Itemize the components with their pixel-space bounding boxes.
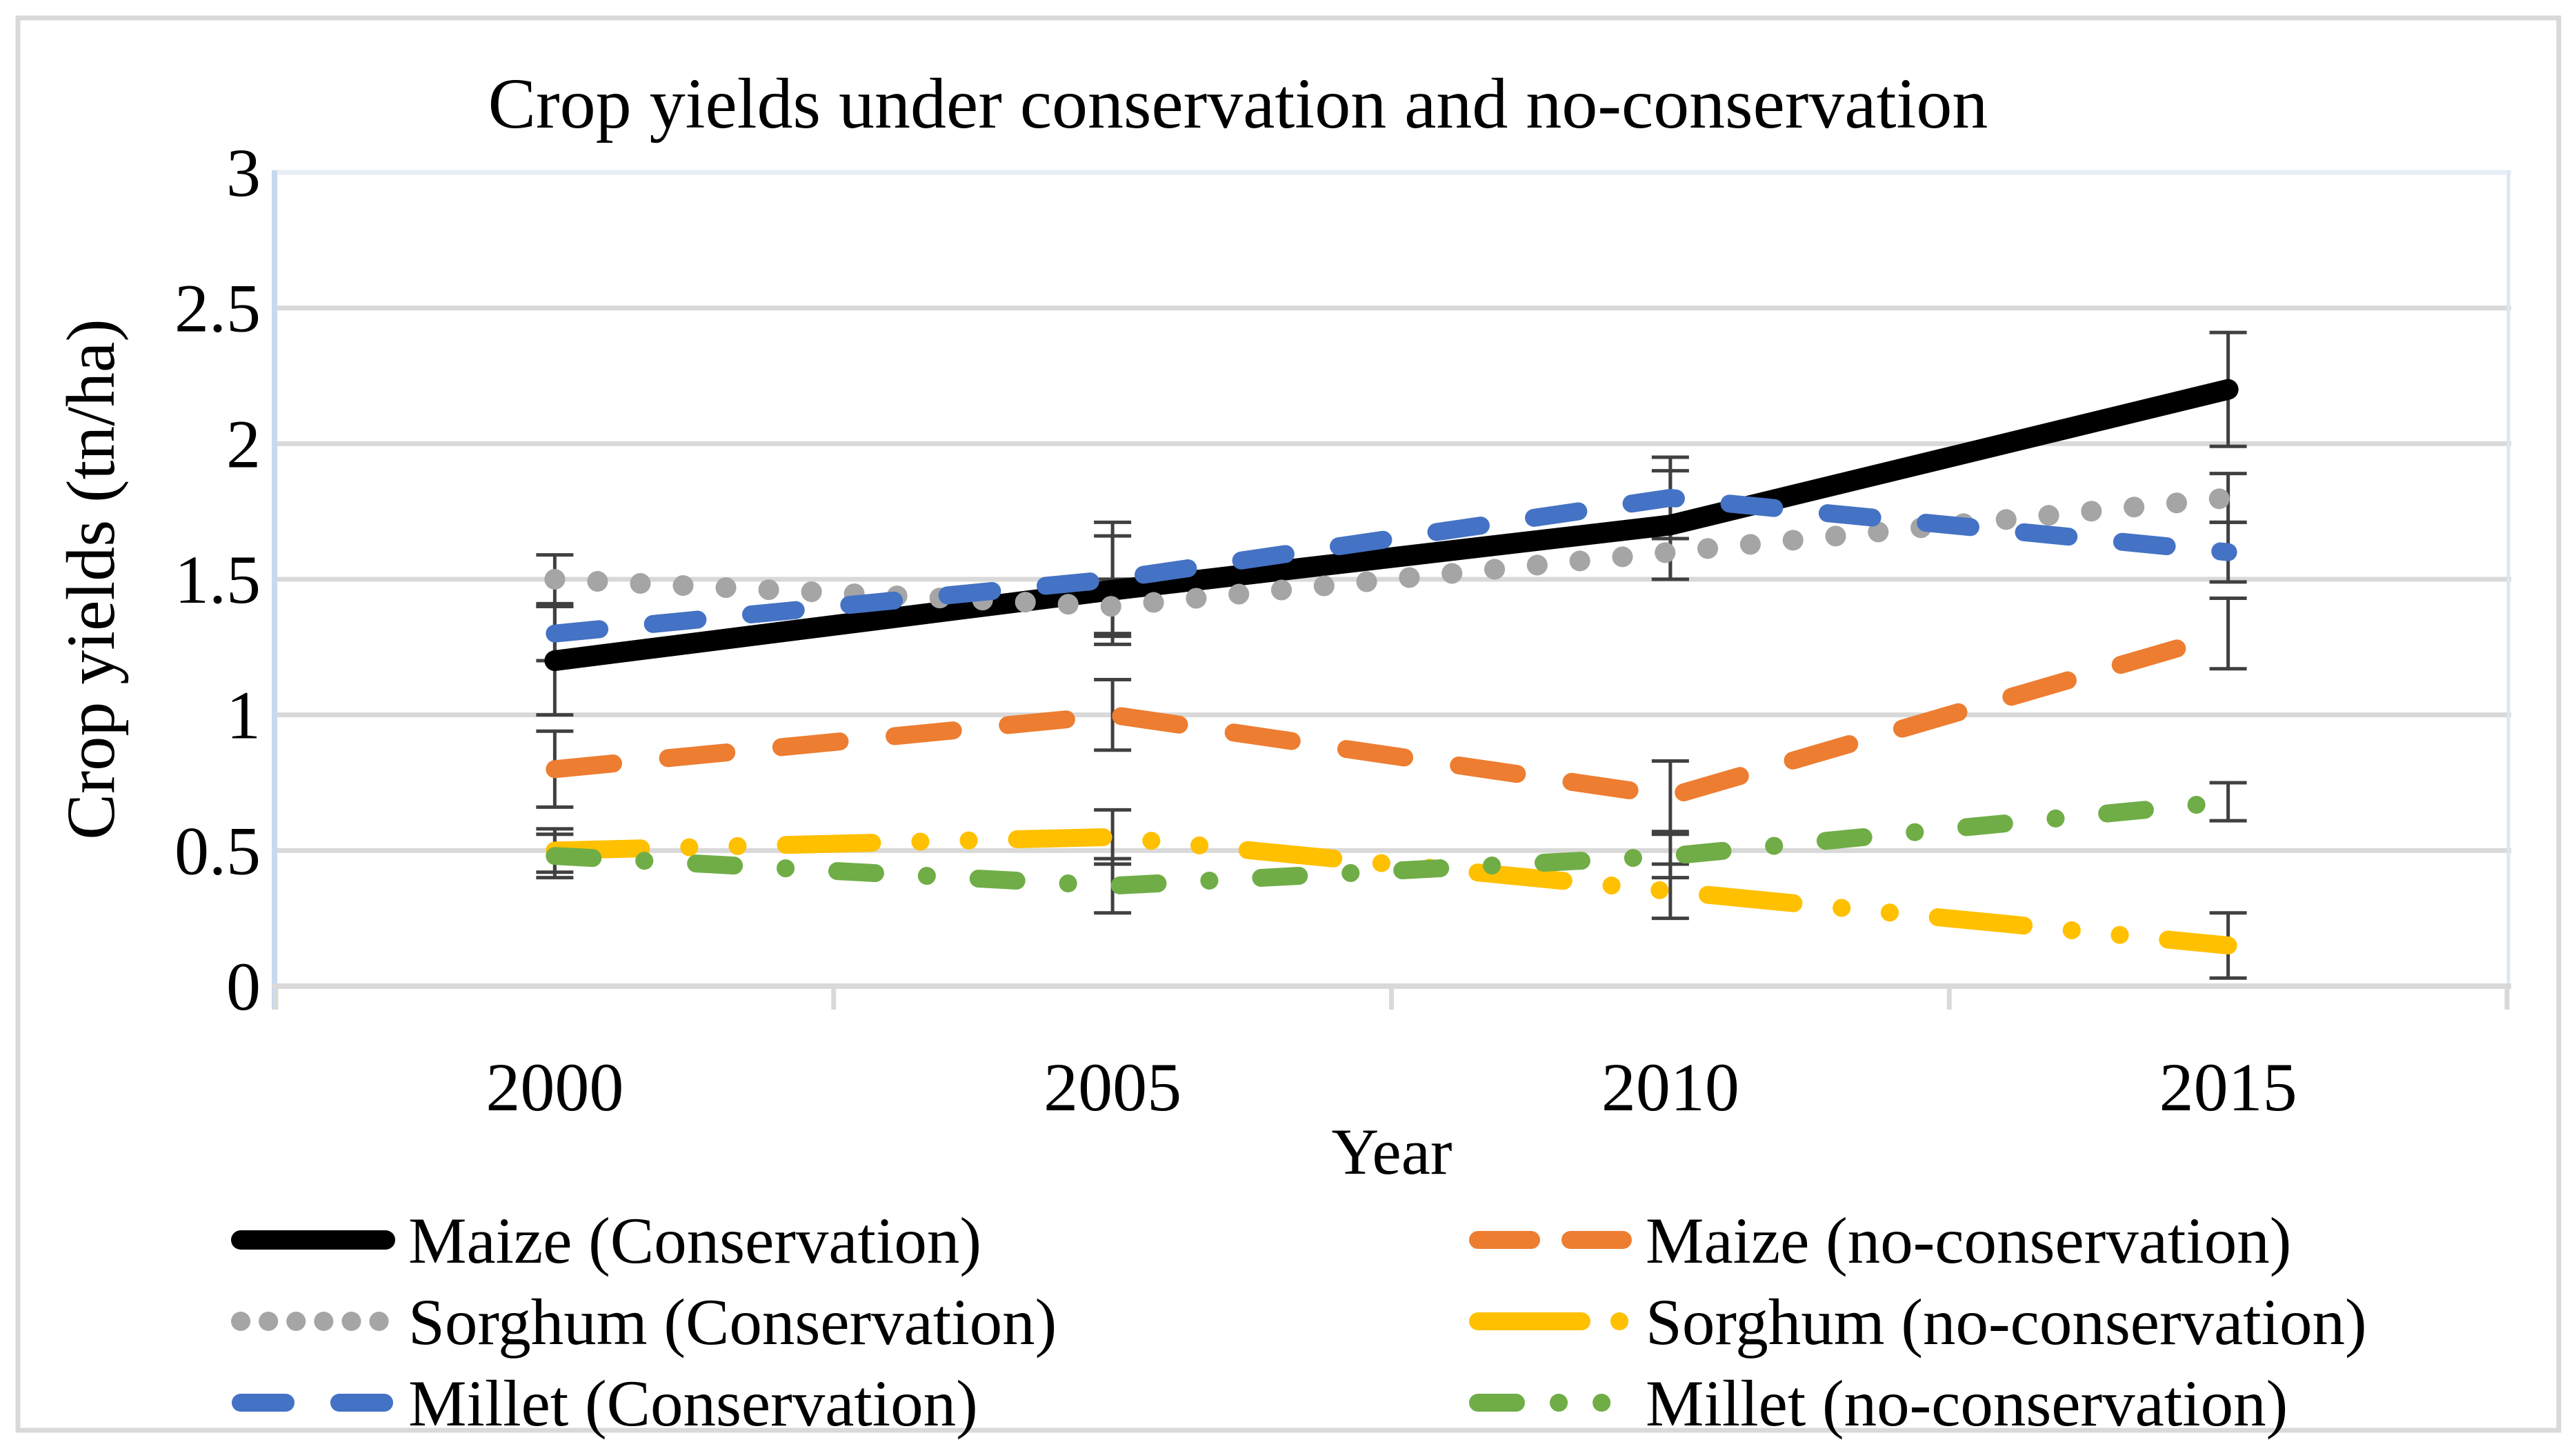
legend: Maize (Conservation) Sorghum (Conservatio…: [231, 1204, 2367, 1440]
legend-label: Millet (no-conservation): [1646, 1367, 2288, 1440]
legend-item: Millet (no-conservation): [1469, 1367, 2288, 1440]
series-line-millet-no-conservation-: [546, 792, 2237, 895]
error-bar: [1651, 832, 1689, 880]
y-tick-label: 3: [226, 134, 261, 211]
legend-item: Sorghum (Conservation): [231, 1285, 1057, 1359]
y-tick-label: 0.5: [174, 812, 261, 889]
y-axis-title: Crop yields (tn/ha): [52, 319, 129, 839]
x-tick-label: 2000: [486, 1049, 623, 1125]
x-tick-label: 2010: [1601, 1049, 1739, 1125]
series-lines-group: [544, 379, 2239, 954]
error-bar: [1094, 520, 1132, 639]
y-tick-label: 2: [226, 405, 261, 482]
series-line-maize-conservation-: [544, 379, 2239, 671]
legend-label: Maize (no-conservation): [1646, 1204, 2291, 1277]
x-tick-label: 2015: [2159, 1049, 2297, 1125]
series-line-millet-conservation-: [546, 489, 2237, 643]
x-tick-labels-group: 2000 2005 2010 2015: [486, 1049, 2297, 1125]
y-tick-label: 2.5: [174, 270, 261, 347]
legend-item: Millet (Conservation): [232, 1367, 978, 1440]
axes-group: [272, 170, 2511, 1010]
legend-label: Millet (Conservation): [408, 1367, 978, 1440]
y-tick-label: 1.5: [174, 541, 261, 618]
series-line-maize-no-conservation-: [546, 624, 2237, 805]
legend-label: Maize (Conservation): [408, 1204, 981, 1277]
legend-item: Maize (no-conservation): [1469, 1204, 2291, 1277]
error-bar: [2209, 597, 2247, 671]
y-tick-label: 0: [226, 948, 261, 1025]
legend-item: Maize (Conservation): [231, 1204, 981, 1277]
legend-label: Sorghum (Conservation): [408, 1285, 1057, 1359]
x-axis-title: Year: [1331, 1115, 1452, 1188]
x-tick-label: 2005: [1044, 1049, 1181, 1125]
y-tick-labels-group: 0 0.5 1 1.5 2 2.5 3: [174, 134, 261, 1025]
legend-label: Sorghum (no-conservation): [1646, 1285, 2367, 1359]
error-bar: [1651, 759, 1689, 834]
y-tick-label: 1: [226, 677, 261, 754]
series-line-sorghum-no-conservation-: [546, 828, 2237, 954]
legend-item: Sorghum (no-conservation): [1469, 1285, 2367, 1359]
error-bar: [2209, 781, 2247, 823]
figure-border: [15, 15, 2562, 1433]
chart-title: Crop yields under conservation and no-co…: [488, 64, 1988, 143]
